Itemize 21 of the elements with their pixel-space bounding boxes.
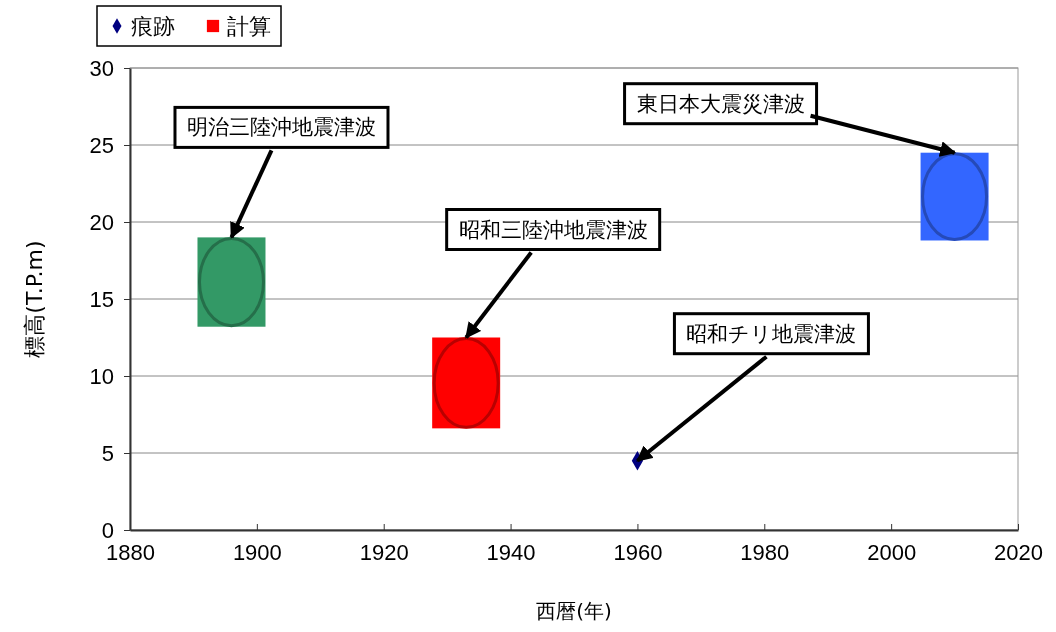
y-tick-label: 30 (89, 55, 114, 81)
annotation: 昭和三陸沖地震津波 (458, 217, 648, 242)
x-tick-label: 2000 (867, 539, 917, 565)
x-tick-label: 2020 (994, 539, 1043, 565)
y-tick-label: 15 (89, 286, 114, 312)
x-tick-label: 1980 (740, 539, 790, 565)
y-tick-label: 25 (89, 132, 114, 158)
legend-label: 計算 (227, 14, 271, 39)
x-tick-label: 1940 (486, 539, 536, 565)
annotation: 明治三陸沖地震津波 (186, 115, 376, 140)
x-tick-label: 1920 (359, 539, 409, 565)
annotation: 東日本大震災津波 (636, 91, 805, 116)
y-tick-label: 5 (101, 440, 114, 466)
y-tick-label: 20 (89, 209, 114, 235)
legend-label: 痕跡 (131, 14, 175, 39)
x-tick-label: 1900 (232, 539, 282, 565)
y-tick-label: 10 (89, 363, 114, 389)
x-tick-label: 1960 (613, 539, 663, 565)
y-axis-title: 標高(T.P.m) (22, 240, 47, 358)
annotation: 昭和チリ地震津波 (686, 321, 857, 346)
x-axis-title: 西暦(年) (536, 599, 612, 623)
